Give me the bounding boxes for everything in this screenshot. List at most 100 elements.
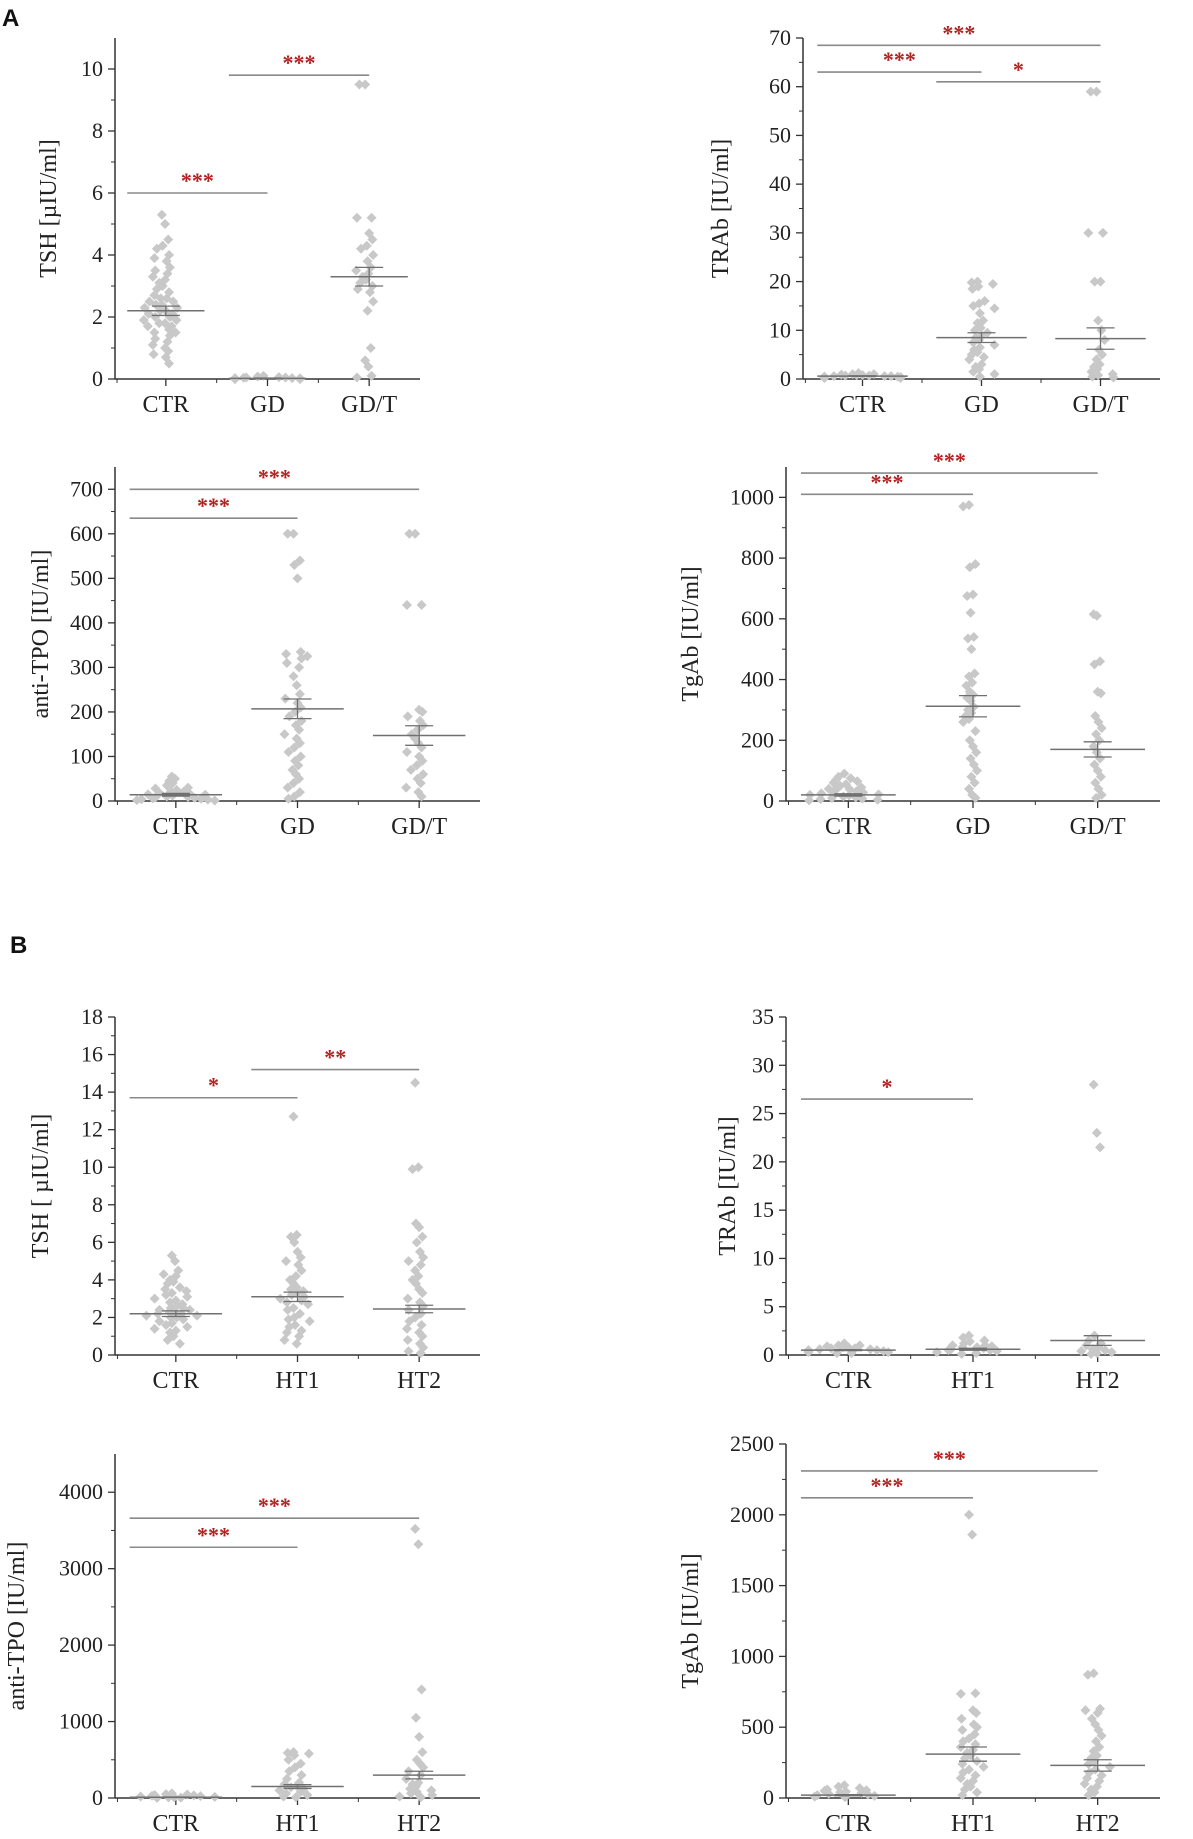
data-point [283, 793, 294, 804]
tsh-gd-chart: 0 2 4 6 8 10 CTR GD GD/T TSH [µIU/ml] *** *** [36, 38, 420, 418]
data-point [160, 219, 171, 229]
data-point [174, 1338, 185, 1349]
data-point [823, 1788, 834, 1799]
data-point [281, 657, 292, 668]
data-point [1080, 1705, 1091, 1716]
category-label: CTR [142, 392, 189, 418]
tgab-ht-chart: 0 500 1000 1500 2000 2500 CTR HT1 HT2 TgAb [IU/ml… [678, 1431, 1160, 1837]
y-axis-label: TgAb [IU/ml] [678, 1553, 704, 1688]
trab-ht-chart: 0 5 10 15 20 25 30 35 CTR HT1 HT2 TRAb [IU/ml] * [715, 1004, 1160, 1394]
data-point [1095, 1142, 1106, 1153]
category-label: GD/T [1073, 392, 1129, 418]
data-point [410, 1077, 421, 1088]
data-point [405, 764, 416, 775]
data-point [154, 318, 165, 329]
data-point [1097, 349, 1108, 360]
data-point [418, 1252, 429, 1263]
data-point [138, 315, 149, 326]
data-point [283, 1314, 294, 1325]
anti-tpo-gd-chart: 0 100 200 300 400 500 600 700 CTR GD GD/T anti-TPO … [28, 464, 480, 840]
data-point [970, 792, 981, 803]
y-tick-label: 8 [92, 118, 103, 143]
data-point [966, 277, 977, 288]
y-tick-label: 20 [769, 269, 791, 294]
y-tick-label: 50 [769, 122, 791, 147]
data-point [963, 633, 973, 644]
anti-tpo-ht-chart: 0 1000 2000 3000 4000 CTR HT1 HT2 anti-TPO [IU/m… [4, 1454, 480, 1837]
data-point [288, 778, 299, 789]
data-point [1083, 1790, 1094, 1801]
y-tick-label: 20 [752, 1149, 774, 1174]
data-point [972, 1787, 982, 1798]
data-point [289, 742, 300, 753]
data-point [989, 369, 1000, 380]
data-point [147, 339, 158, 350]
data-point [1094, 735, 1105, 746]
data-point [209, 795, 220, 806]
data-point [281, 649, 292, 660]
data-point [360, 79, 371, 90]
y-tick-label: 1000 [730, 484, 774, 509]
category-label: HT2 [397, 1811, 441, 1837]
data-point [964, 354, 975, 365]
y-tick-label: 400 [70, 610, 103, 635]
category-label: HT1 [951, 1368, 995, 1394]
data-point [294, 555, 305, 566]
data-point [284, 1766, 295, 1777]
y-tick-label: 10 [81, 1154, 103, 1179]
data-point [964, 562, 975, 573]
data-point [414, 1222, 425, 1233]
data-point [161, 1289, 172, 1300]
y-tick-label: 12 [81, 1117, 103, 1142]
data-point [967, 283, 978, 294]
y-axis-label: TRAb [IU/ml] [708, 139, 734, 278]
y-tick-label: 500 [741, 1714, 774, 1739]
y-tick-label: 0 [92, 366, 103, 391]
data-point [956, 1349, 967, 1360]
data-point [148, 349, 159, 360]
y-tick-label: 70 [769, 25, 791, 50]
data-point [150, 312, 161, 322]
data-point [417, 1231, 428, 1242]
data-point [295, 1252, 306, 1263]
data-point [989, 339, 1000, 350]
y-tick-label: 40 [769, 171, 791, 196]
data-point [1088, 1079, 1099, 1090]
data-point [304, 1316, 315, 1327]
data-point [141, 1310, 152, 1321]
data-point [1085, 86, 1096, 97]
data-point [1089, 659, 1100, 670]
data-point [415, 1259, 426, 1270]
category-label: HT2 [1076, 1368, 1120, 1394]
data-point [351, 212, 362, 223]
category-label: HT2 [397, 1368, 441, 1394]
category-label: HT1 [951, 1811, 995, 1837]
data-point [417, 1331, 428, 1342]
data-point [851, 370, 862, 381]
data-point [142, 321, 153, 332]
data-point [957, 1790, 968, 1801]
data-point [1082, 1669, 1093, 1680]
y-tick-label: 6 [92, 180, 103, 205]
data-point [1083, 1759, 1094, 1770]
data-point [972, 765, 982, 776]
y-tick-label: 500 [70, 565, 103, 590]
data-point [962, 591, 973, 602]
data-point [171, 315, 182, 326]
data-point [416, 1319, 427, 1330]
data-point [1091, 610, 1102, 621]
category-label: CTR [825, 1368, 872, 1394]
data-point [1092, 1708, 1103, 1719]
y-tick-label: 6 [92, 1229, 103, 1254]
data-point [417, 1288, 428, 1299]
y-tick-label: 4000 [59, 1479, 103, 1504]
y-tick-label: 300 [70, 654, 103, 679]
data-point [1096, 325, 1107, 336]
significance-label: *** [197, 1522, 230, 1547]
data-point [418, 1762, 429, 1773]
category-label: CTR [152, 1368, 199, 1394]
y-tick-label: 10 [752, 1245, 774, 1270]
data-point [367, 234, 378, 245]
